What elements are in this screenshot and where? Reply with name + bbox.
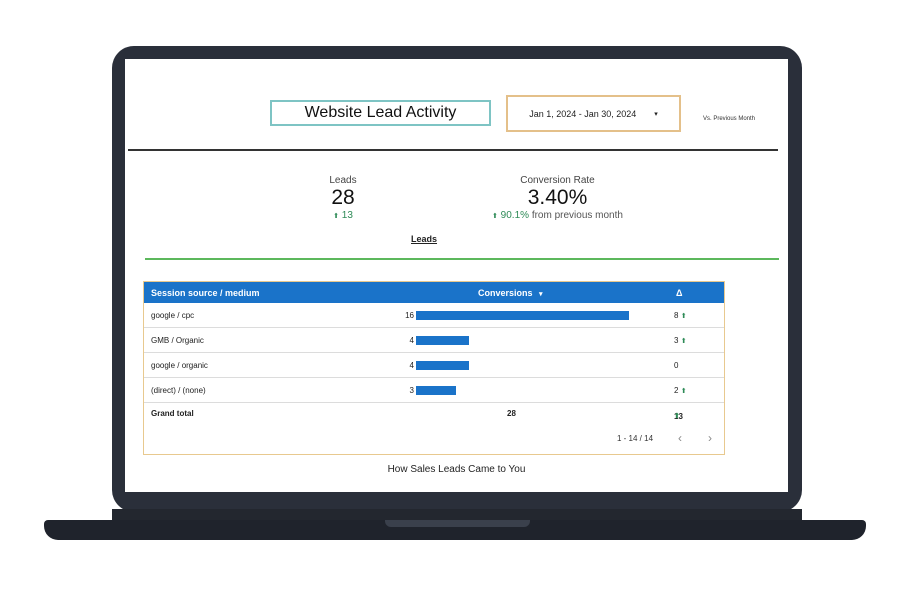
grand-total-conversions: 28: [507, 409, 516, 418]
chevron-right-icon[interactable]: ›: [708, 431, 712, 445]
conversions-table: Session source / medium Conversions ▾ Δ …: [143, 281, 725, 455]
grand-total-label: Grand total: [151, 409, 194, 418]
row-delta-value: 0: [674, 361, 679, 370]
row-delta: 3 ⬆: [674, 336, 687, 345]
header-delta[interactable]: Δ: [676, 288, 683, 298]
arrow-up-icon: ⬆: [674, 413, 680, 420]
kpi-leads-delta-value: 13: [341, 210, 353, 221]
chevron-down-icon: ▾: [654, 110, 658, 118]
table-row[interactable]: google / cpc 16 8 ⬆: [144, 303, 724, 328]
row-delta-value: 2: [674, 386, 679, 395]
row-source: google / organic: [151, 361, 208, 370]
kpi-leads: Leads 28 ⬆ 13: [318, 175, 368, 221]
grand-total-delta-value: 13: [674, 412, 683, 421]
kpi-conversion-value: 3.40%: [527, 186, 588, 209]
arrow-up-icon: ⬆: [492, 213, 498, 220]
conversion-bar: [416, 311, 629, 320]
kpi-leads-value: 28: [331, 186, 355, 209]
row-conversions: 16: [405, 311, 414, 320]
kpi-leads-delta: ⬆ 13: [318, 210, 368, 221]
kpi-conversion-delta-suffix: from previous month: [531, 210, 623, 221]
report-title: Website Lead Activity: [270, 100, 491, 126]
grand-total-row: Grand total 28 13 ⬆: [144, 406, 724, 424]
laptop-base-notch: [385, 520, 530, 527]
chevron-left-icon[interactable]: ‹: [678, 431, 682, 445]
leads-link[interactable]: Leads: [411, 234, 438, 244]
conversion-bar: [416, 336, 469, 345]
laptop-base: [44, 520, 866, 540]
section-divider: [145, 258, 779, 260]
conversion-bar: [416, 386, 456, 395]
row-delta-value: 8: [674, 311, 679, 320]
table-row[interactable]: (direct) / (none) 3 2 ⬆: [144, 378, 724, 403]
row-conversions: 4: [409, 336, 414, 345]
row-delta: 8 ⬆: [674, 311, 687, 320]
row-delta-value: 3: [674, 336, 679, 345]
table-header: Session source / medium Conversions ▾ Δ: [144, 282, 724, 303]
row-conversions: 4: [409, 361, 414, 370]
table-row[interactable]: google / organic 4 0: [144, 353, 724, 378]
sort-desc-icon: ▾: [539, 291, 543, 298]
row-delta: 2 ⬆: [674, 386, 687, 395]
kpi-conversion-delta-value: 90.1%: [500, 210, 530, 221]
kpi-conversion-label: Conversion Rate: [520, 175, 595, 186]
kpi-leads-label: Leads: [329, 175, 357, 186]
row-source: GMB / Organic: [151, 336, 204, 345]
header-conversions[interactable]: Conversions ▾: [478, 288, 543, 298]
arrow-up-icon: ⬆: [680, 338, 687, 345]
header-conversions-label: Conversions: [478, 288, 533, 298]
conversion-bar: [416, 361, 469, 370]
comparison-label: Vs. Previous Month: [703, 116, 756, 122]
date-range-value: Jan 1, 2024 - Jan 30, 2024: [529, 108, 637, 119]
row-delta: 0: [674, 361, 678, 370]
kpi-conversion-rate: Conversion Rate 3.40% ⬆ 90.1% from previ…: [475, 175, 640, 221]
dashboard-screen: Website Lead Activity Jan 1, 2024 - Jan …: [125, 59, 788, 492]
header-session-source[interactable]: Session source / medium: [151, 288, 260, 298]
arrow-up-icon: ⬆: [680, 313, 687, 320]
row-conversions: 3: [409, 386, 414, 395]
kpi-conversion-delta: ⬆ 90.1% from previous month: [475, 210, 640, 221]
chart-caption: How Sales Leads Came to You: [387, 464, 526, 475]
arrow-up-icon: ⬆: [333, 213, 339, 220]
pagination-range: 1 - 14 / 14: [617, 434, 654, 443]
laptop-hinge: [112, 509, 802, 522]
row-source: google / cpc: [151, 311, 195, 320]
arrow-up-icon: ⬆: [680, 388, 687, 395]
table-row[interactable]: GMB / Organic 4 3 ⬆: [144, 328, 724, 353]
date-range-selector[interactable]: Jan 1, 2024 - Jan 30, 2024 ▾: [506, 95, 681, 132]
header-divider: [128, 149, 778, 151]
row-source: (direct) / (none): [151, 386, 206, 395]
